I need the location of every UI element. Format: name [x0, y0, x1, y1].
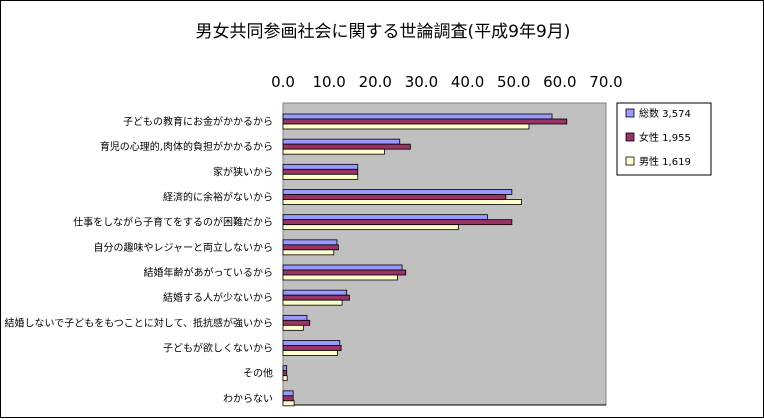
bar — [282, 163, 359, 170]
bar — [282, 319, 311, 326]
bar — [282, 219, 513, 226]
x-tick-label: 60.0 — [543, 73, 576, 91]
bar — [282, 345, 342, 351]
bar — [282, 324, 304, 331]
bar — [282, 148, 385, 155]
bars — [282, 113, 568, 407]
x-axis-ticks: 0.0 10.0 20.0 30.0 40.0 50.0 60.0 70.0 — [271, 73, 623, 91]
bar — [282, 123, 530, 130]
bar — [282, 289, 348, 296]
bar — [282, 224, 459, 231]
bar — [282, 249, 335, 256]
bar — [282, 314, 308, 321]
bar — [282, 118, 568, 125]
category-label: 子どもが欲しくないから — [163, 342, 273, 355]
category-label: 自分の趣味やレジャーと両立しないから — [94, 241, 274, 254]
x-tick-label: 50.0 — [497, 73, 530, 91]
bar — [282, 168, 359, 175]
bar — [282, 395, 294, 402]
legend: 総数 3,574 女性 1,955 男性 1,619 — [616, 102, 712, 176]
category-label: 結婚しないで子どもをもつことに対して、抵抗感が強いから — [5, 316, 274, 329]
x-tick-label: 10.0 — [312, 73, 345, 91]
category-labels: 子どもの教育にお金がかかるから育児の心理的,肉体的負担がかかるから家が狭いから経… — [5, 115, 274, 405]
category-label: 結婚する人が少ないから — [163, 291, 273, 304]
legend-label: 男性 1,619 — [639, 155, 691, 168]
category-label: その他 — [243, 367, 273, 380]
bar — [282, 375, 288, 382]
x-tick-label: 20.0 — [359, 73, 392, 91]
bar — [282, 274, 398, 281]
legend-swatch — [625, 132, 635, 142]
legend-swatch — [625, 108, 635, 118]
x-tick-label: 40.0 — [451, 73, 484, 91]
bar — [282, 370, 288, 377]
legend-label: 女性 1,955 — [639, 131, 691, 144]
legend-swatch — [625, 156, 635, 166]
bar — [282, 400, 295, 407]
bar — [282, 214, 488, 221]
bar — [282, 194, 507, 200]
legend-label: 総数 3,574 — [639, 107, 691, 120]
x-tick-label: 30.0 — [405, 73, 438, 91]
bar — [282, 113, 553, 120]
x-tick-label: 70.0 — [589, 73, 622, 91]
category-label: 経済的に余裕がないから — [163, 191, 273, 204]
bar — [282, 138, 401, 145]
category-label: 結婚年齢があがっているから — [144, 266, 274, 279]
bar — [282, 390, 294, 397]
category-label: わからない — [223, 393, 273, 405]
bar — [282, 173, 359, 180]
bar — [282, 365, 288, 372]
category-label: 家が狭いから — [213, 165, 273, 178]
bar — [282, 264, 403, 271]
bar — [282, 143, 411, 150]
bar — [282, 294, 350, 301]
chart-title: 男女共同参画社会に関する世論調査(平成9年9月) — [196, 22, 571, 42]
bar — [282, 350, 338, 356]
category-label: 子どもの教育にお金がかかるから — [123, 115, 273, 128]
category-label: 仕事をしながら子育てをするのが困難だから — [73, 216, 273, 229]
bar — [282, 199, 522, 205]
bar — [282, 269, 407, 276]
x-tick-label: 0.0 — [271, 73, 295, 91]
bar — [282, 340, 341, 346]
bar — [282, 239, 338, 246]
category-label: 育児の心理的,肉体的負担がかかるから — [100, 140, 273, 153]
bar — [282, 189, 513, 195]
bar — [282, 299, 343, 306]
bar — [282, 244, 339, 251]
